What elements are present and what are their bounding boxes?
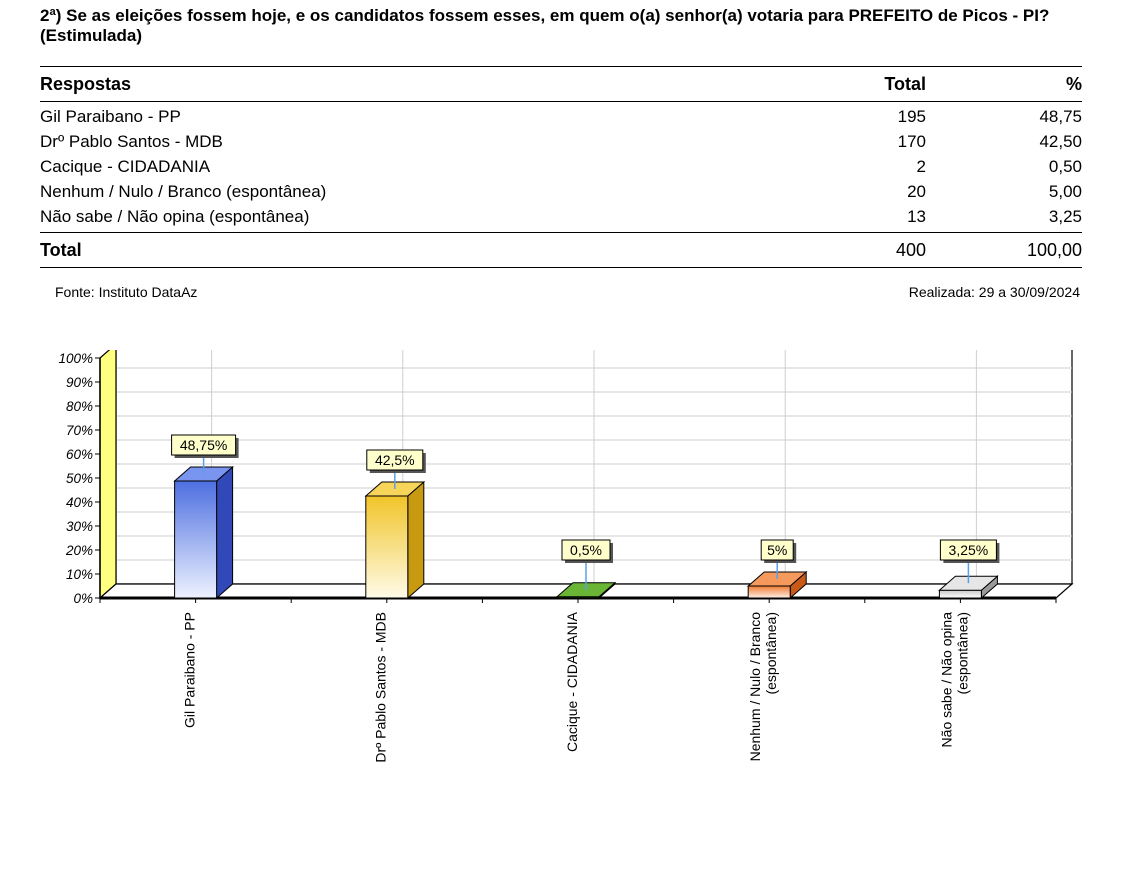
bar-front [938, 589, 982, 599]
row-percent: 0,50 [1048, 156, 1082, 176]
y-tick-label: 40% [66, 495, 93, 510]
row-label: Gil Paraibano - PP [40, 106, 181, 126]
table-row: Não sabe / Não opina (espontânea) 13 3,2… [40, 204, 1082, 229]
bar-front [747, 585, 791, 599]
x-category-label: Não sabe / Não opina [938, 612, 954, 748]
y-tick-label: 10% [66, 567, 93, 582]
x-category-label: Nenhum / Nulo / Branco [747, 612, 763, 762]
table-total-row: Total 400 100,00 [40, 232, 1082, 268]
bar-1 [364, 480, 426, 600]
row-percent: 48,75 [1039, 106, 1082, 126]
bar-front [365, 495, 409, 599]
label-box [366, 449, 424, 471]
header-percent: % [1065, 73, 1082, 94]
table-row: Nenhum / Nulo / Branco (espontânea) 20 5… [40, 179, 1082, 204]
y-tick-label: 30% [66, 519, 93, 534]
question-title: 2ª) Se as eleições fossem hoje, e os can… [40, 6, 1050, 45]
label-box [760, 539, 794, 561]
total-count: 400 [895, 239, 926, 260]
row-label: Cacique - CIDADANIA [40, 156, 211, 176]
row-total: 195 [897, 106, 926, 126]
x-category-label: Gil Paraibano - PP [182, 612, 198, 728]
row-percent: 42,50 [1039, 131, 1082, 151]
bar-4 [938, 575, 999, 600]
total-percent: 100,00 [1026, 239, 1082, 260]
row-total: 13 [907, 206, 926, 226]
y-tick-label: 20% [65, 543, 93, 558]
row-percent: 5,00 [1048, 181, 1082, 201]
label-box [561, 539, 611, 561]
survey-date: Realizada: 29 a 30/09/2024 [908, 284, 1080, 300]
label-box [939, 539, 997, 561]
table-row: Drº Pablo Santos - MDB 170 42,50 [40, 129, 1082, 154]
source-note: Fonte: Instituto DataAz [55, 284, 198, 300]
header-total: Total [884, 73, 926, 94]
table-header: Respostas Total % [40, 66, 1082, 102]
total-label: Total [40, 239, 82, 260]
row-total: 170 [897, 131, 926, 151]
table-row: Cacique - CIDADANIA 2 0,50 [40, 154, 1082, 179]
data-label: 5% [767, 542, 787, 558]
x-category-label: Cacique - CIDADANIA [564, 611, 580, 752]
bar-front [174, 480, 218, 599]
x-category-label: Drº Pablo Santos - MDB [373, 612, 389, 763]
x-category-label: (espontânea) [763, 612, 779, 695]
label-box [171, 434, 237, 456]
table-row: Gil Paraibano - PP 195 48,75 [40, 104, 1082, 129]
y-tick-label: 70% [66, 423, 93, 438]
y-tick-label: 90% [66, 375, 93, 390]
row-percent: 3,25 [1048, 206, 1082, 226]
row-label: Drº Pablo Santos - MDB [40, 131, 223, 151]
y-tick-label: 50% [66, 471, 93, 486]
data-label: 42,5% [375, 452, 415, 468]
header-respostas: Respostas [40, 73, 132, 94]
y-tick-label: 100% [58, 351, 93, 366]
y-tick-label: 80% [66, 399, 93, 414]
row-total: 2 [916, 156, 926, 176]
chart-side-wall [99, 350, 117, 600]
data-label: 48,75% [180, 437, 227, 453]
bar-side [407, 480, 425, 600]
bar-chart: 0% 10% 20% 30% 40% 50% 60% 70% 80% 90% 100% 48,75% G… [58, 350, 1074, 763]
row-label: Nenhum / Nulo / Branco (espontânea) [40, 181, 327, 201]
x-category-label: (espontânea) [954, 612, 970, 695]
data-label: 0,5% [570, 542, 602, 558]
data-label: 3,25% [949, 542, 989, 558]
y-tick-label: 60% [66, 447, 93, 462]
bar-side [216, 465, 234, 600]
row-total: 20 [907, 181, 926, 201]
row-label: Não sabe / Não opina (espontânea) [40, 206, 310, 226]
bar-0 [173, 465, 234, 600]
results-table: Respostas Total % Gil Paraibano - PP 195… [40, 66, 1082, 268]
bar-top [938, 575, 999, 591]
y-tick-label: 0% [73, 591, 93, 606]
